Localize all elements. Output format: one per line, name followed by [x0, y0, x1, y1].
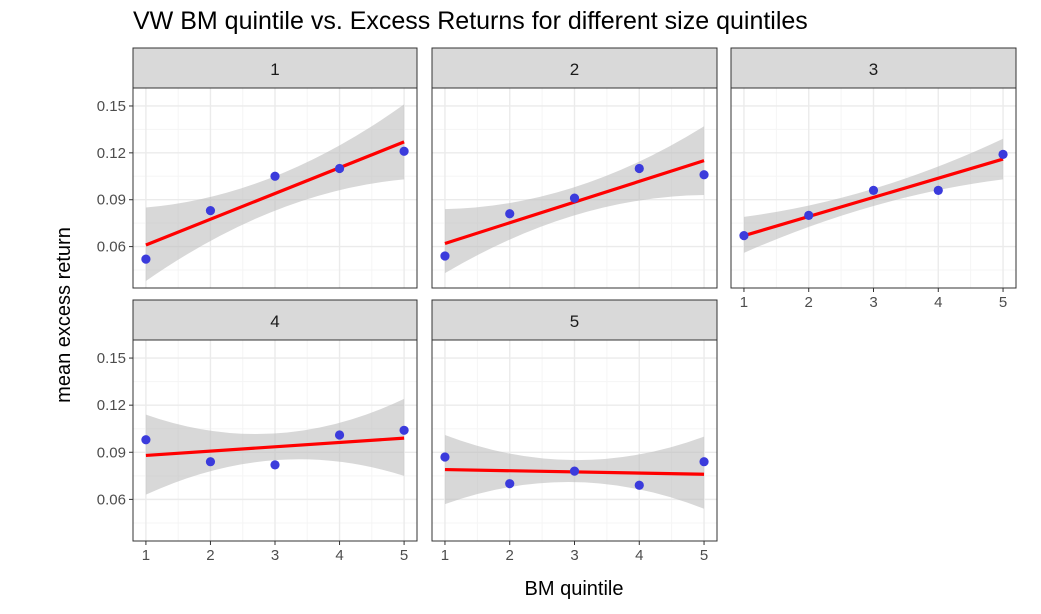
- facet-strip: [431, 299, 718, 341]
- data-point: [205, 457, 216, 467]
- facet-strip: [132, 47, 418, 89]
- x-tick-label: 3: [869, 294, 877, 311]
- facet-panel-5: 5 1 2 3 4 5: [431, 299, 718, 564]
- data-point: [933, 185, 943, 195]
- regression-line: [743, 157, 1004, 238]
- data-point: [205, 206, 216, 216]
- data-point: [505, 209, 515, 219]
- x-axis-title: BM quintile: [525, 578, 624, 600]
- data-point: [334, 430, 345, 440]
- x-tick-label: 5: [400, 547, 408, 564]
- y-tick-label: 0.06: [97, 491, 126, 508]
- x-tick-label: 5: [999, 294, 1007, 311]
- x-tick-label: 3: [570, 547, 578, 564]
- facet-strip-label: 4: [270, 312, 279, 331]
- facet-panels: 1 0.06 0.09 0.12 0.15 2 3 1 2 3 4 5 4 0.06 0.09 0.12 0.1…: [97, 47, 1017, 564]
- x-tick-label: 3: [271, 547, 279, 564]
- data-point: [399, 146, 409, 156]
- data-point: [270, 171, 280, 181]
- facet-strip-label: 1: [270, 60, 279, 79]
- data-point: [699, 170, 709, 180]
- data-point: [505, 479, 515, 489]
- y-tick-label: 0.12: [97, 145, 126, 162]
- x-tick-label: 1: [740, 294, 748, 311]
- facet-strip-label: 3: [869, 60, 878, 79]
- data-point: [399, 425, 409, 435]
- data-point: [569, 193, 580, 203]
- x-tick-label: 5: [700, 547, 708, 564]
- data-point: [739, 231, 749, 241]
- chart-title: VW BM quintile vs. Excess Returns for di…: [133, 7, 808, 35]
- facet-panel-2: 2: [431, 47, 718, 289]
- y-tick-label: 0.09: [97, 192, 126, 209]
- data-point: [141, 435, 151, 445]
- regression-line: [145, 140, 405, 247]
- facet-panel-4: 4 0.06 0.09 0.12 0.15 1 2 3 4 5: [97, 299, 418, 564]
- y-tick-label: 0.06: [97, 239, 126, 256]
- data-point: [699, 457, 709, 467]
- y-tick-label: 0.09: [97, 444, 126, 461]
- facet-strip: [132, 299, 418, 341]
- panel-border: [132, 87, 418, 289]
- data-point: [270, 460, 280, 470]
- x-tick-label: 4: [635, 547, 643, 564]
- x-tick-label: 1: [441, 547, 449, 564]
- y-tick-label: 0.15: [97, 350, 126, 367]
- data-point: [334, 163, 345, 174]
- data-point: [804, 210, 814, 220]
- data-point: [440, 251, 450, 261]
- regression-line: [145, 436, 405, 458]
- x-tick-label: 4: [934, 294, 942, 311]
- panel-border: [431, 87, 718, 289]
- data-point: [569, 466, 580, 476]
- data-point: [141, 254, 151, 264]
- x-tick-label: 1: [142, 547, 150, 564]
- x-tick-label: 2: [805, 294, 813, 311]
- data-point: [634, 480, 644, 490]
- x-tick-label: 2: [506, 547, 514, 564]
- y-tick-label: 0.15: [97, 98, 126, 115]
- data-point: [998, 149, 1008, 160]
- data-point: [634, 163, 644, 174]
- data-point: [440, 452, 450, 462]
- facet-strip-label: 2: [570, 60, 579, 79]
- facet-strip: [730, 47, 1017, 89]
- facet-strip: [431, 47, 718, 89]
- y-tick-label: 0.12: [97, 397, 126, 414]
- y-axis-title: mean excess return: [53, 227, 75, 403]
- facet-panel-3: 3 1 2 3 4 5: [730, 47, 1017, 311]
- x-tick-label: 2: [206, 547, 214, 564]
- facet-panel-1: 1 0.06 0.09 0.12 0.15: [97, 47, 418, 289]
- facet-strip-label: 5: [570, 312, 579, 331]
- x-tick-label: 4: [335, 547, 343, 564]
- data-point: [868, 185, 879, 195]
